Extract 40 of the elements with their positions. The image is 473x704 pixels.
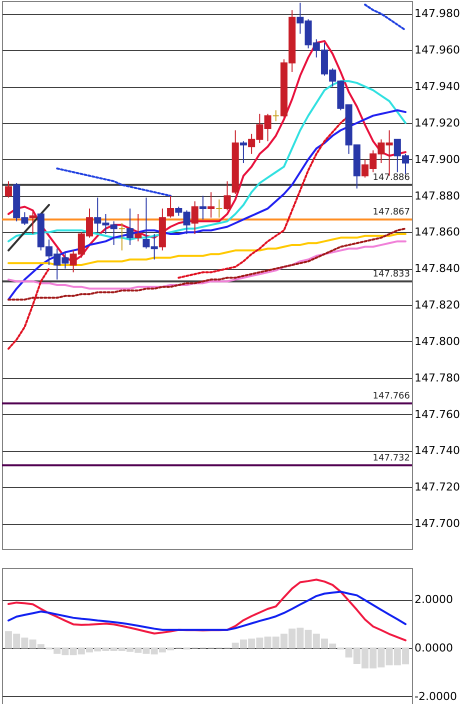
candlestick <box>191 200 198 235</box>
candlestick <box>240 140 247 164</box>
y-tick-label: 147.820 <box>414 298 460 312</box>
line-series <box>7 204 50 252</box>
y-tick-label: 147.880 <box>414 189 460 202</box>
candlestick <box>272 110 280 122</box>
candlestick <box>199 195 206 220</box>
y-tick-label: 147.780 <box>414 371 460 384</box>
candlestick <box>208 192 215 218</box>
ref-line-label: 147.766 <box>372 391 410 402</box>
y-tick-label: 147.860 <box>414 226 460 239</box>
y-tick-label: -2.0000 <box>414 690 457 703</box>
y-tick-label: 147.840 <box>414 262 460 276</box>
y-tick-label: 147.940 <box>414 80 460 94</box>
ref-line-label: 147.833 <box>372 269 410 280</box>
y-tick-label: 147.700 <box>414 517 460 530</box>
candlestick <box>167 195 174 218</box>
ref-line-label: 147.867 <box>372 207 410 218</box>
y-tick-label: 147.920 <box>414 116 460 130</box>
candlestick <box>4 180 12 198</box>
y-tick-label: 147.980 <box>414 7 460 20</box>
candlestick <box>118 222 126 251</box>
line-series <box>7 233 407 266</box>
candlestick <box>29 212 36 235</box>
y-tick-label: 147.760 <box>414 408 460 421</box>
line-series <box>7 590 407 631</box>
y-tick-label: 147.740 <box>414 444 460 458</box>
ref-line-label: 147.886 <box>372 172 410 183</box>
y-tick-label: 2.0000 <box>414 593 453 606</box>
y-tick-label: 147.900 <box>414 152 460 166</box>
y-tick-label: 147.720 <box>414 480 460 494</box>
line-series <box>7 578 407 642</box>
y-tick-label: 147.800 <box>414 334 460 348</box>
y-tick-label: 147.960 <box>414 44 460 57</box>
candlestick <box>216 198 223 218</box>
ref-line-label: 147.732 <box>372 453 410 464</box>
y-tick-label: 0.0000 <box>414 642 453 655</box>
candlestick <box>126 208 134 246</box>
candlestick <box>224 180 231 211</box>
candlestick <box>134 214 142 242</box>
